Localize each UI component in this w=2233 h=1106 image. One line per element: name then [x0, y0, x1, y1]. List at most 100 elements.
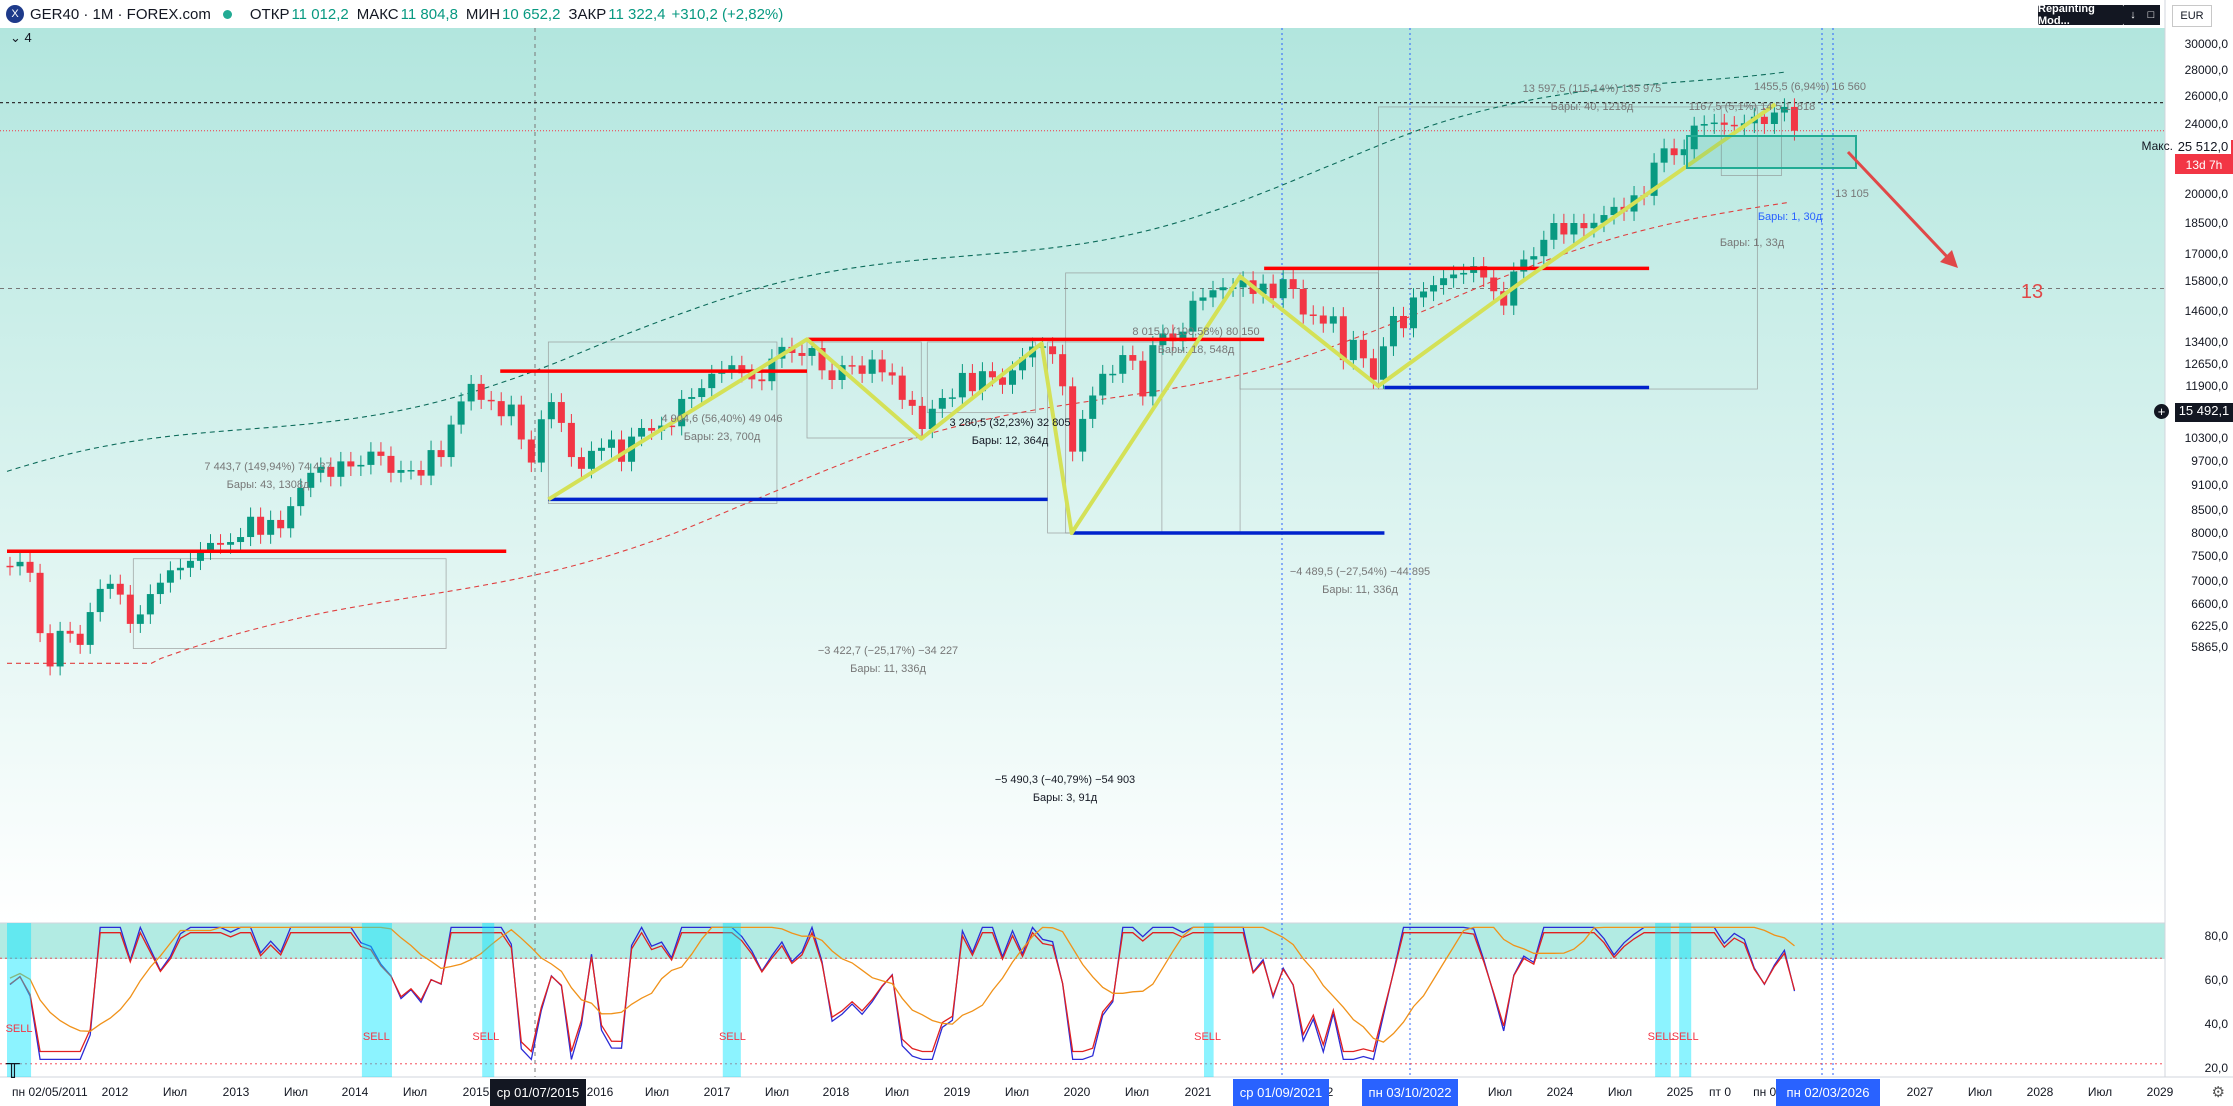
candle — [1500, 291, 1508, 306]
forecast-arrow-line — [1846, 150, 1954, 264]
price-tick-label: 28000,0 — [2185, 63, 2229, 77]
candle — [1530, 256, 1538, 260]
candle — [858, 365, 866, 374]
time-tick-label: 2024 — [1547, 1085, 1574, 1099]
candle — [176, 567, 184, 571]
candle — [1019, 357, 1027, 371]
zigzag-wave-line — [547, 102, 1777, 535]
price-tick-label: 7500,0 — [2191, 549, 2228, 563]
candle — [557, 402, 565, 423]
candle — [447, 424, 455, 458]
candle — [217, 542, 225, 545]
time-tick-label: 2014 — [342, 1085, 369, 1099]
wave-number-label: 13 — [2021, 281, 2043, 303]
candle — [337, 461, 345, 477]
candle — [918, 405, 926, 430]
open-label: ОТКР — [249, 5, 290, 23]
time-tick-label: пн 03 — [1753, 1085, 1783, 1099]
price-tick-label: 9700,0 — [2191, 454, 2228, 468]
candle — [1600, 215, 1608, 223]
candle — [86, 612, 94, 645]
oscillator-red-line — [9, 930, 1796, 1053]
candle — [417, 470, 425, 476]
candle — [487, 399, 495, 402]
candle — [928, 408, 936, 430]
candle — [207, 542, 214, 551]
moving-average-long — [6, 71, 1788, 472]
sell-signal-label: SELL — [1194, 1031, 1221, 1043]
currency-button[interactable]: EUR — [2172, 5, 2212, 27]
candle — [126, 594, 134, 624]
candle — [938, 397, 946, 409]
candles-group — [6, 98, 1798, 676]
candle — [1540, 239, 1548, 257]
candle — [1610, 206, 1618, 216]
time-tick-label: 2 — [1327, 1085, 1334, 1099]
candle — [1269, 283, 1277, 299]
candle — [317, 466, 325, 473]
add-alert-icon[interactable]: + — [2154, 404, 2169, 419]
max-label: Макс. — [2141, 139, 2173, 153]
download-icon[interactable]: ↓ — [2124, 5, 2142, 25]
candle — [888, 372, 896, 376]
price-tick-label: 5865,0 — [2191, 640, 2228, 654]
settings-gear-icon[interactable]: ⚙ — [2211, 1084, 2225, 1101]
measure-label: Бары: 18, 548д — [1158, 344, 1235, 356]
candle — [166, 570, 174, 583]
candle — [878, 359, 886, 373]
repainting-button[interactable]: Repainting Mod... — [2038, 3, 2124, 27]
candle — [237, 537, 245, 543]
symbol-logo-icon[interactable]: X — [6, 5, 24, 23]
price-tick-label: 30000,0 — [2185, 37, 2229, 51]
candle — [978, 371, 986, 392]
chart-header: X GER40 · 1M · FOREX.com ОТКР 11 012,2 МА… — [0, 0, 783, 28]
candle — [668, 425, 676, 428]
time-tick-label: Июл — [2088, 1085, 2112, 1099]
candle — [1590, 222, 1598, 229]
measure-label: 3 280,5 (32,23%) 32 805 — [949, 417, 1070, 429]
candle — [1480, 266, 1488, 278]
tradingview-logo-icon[interactable]: 𝕋 — [6, 1061, 20, 1083]
candle — [1560, 223, 1568, 235]
candle — [377, 451, 385, 456]
copy-icon[interactable]: □ — [2142, 5, 2160, 25]
sell-signal-band — [361, 923, 392, 1077]
candle — [1319, 315, 1327, 324]
candle — [46, 633, 54, 667]
candle — [1570, 223, 1578, 235]
date-tag-2022: пн 03/10/2022 — [1362, 1079, 1458, 1106]
candle — [1580, 223, 1588, 229]
candle — [748, 373, 756, 380]
candle — [1680, 149, 1688, 156]
candle — [267, 519, 275, 535]
candle — [1490, 277, 1498, 292]
sell-signal-band — [722, 923, 741, 1077]
candle — [708, 373, 716, 389]
price-tick-label: 26000,0 — [2185, 89, 2229, 103]
candle — [728, 365, 736, 371]
time-tick-label: пн 02/05/2011 — [12, 1085, 88, 1099]
sell-signal-label: SELL — [472, 1031, 499, 1043]
osc-tick-label: 60,0 — [2205, 973, 2229, 987]
low-value: 10 652,2 — [502, 5, 561, 23]
candle — [818, 348, 826, 371]
candle — [1189, 300, 1197, 332]
measure-label: 8 015,0 (100,58%) 80 150 — [1132, 326, 1259, 338]
time-tick-label: 2021 — [1185, 1085, 1212, 1099]
candle — [1179, 331, 1187, 342]
candle — [648, 427, 656, 431]
candle — [1790, 106, 1798, 131]
candle — [958, 372, 966, 398]
oscillator-overbought-zone — [0, 923, 2165, 959]
price-tick-label: 20000,0 — [2185, 187, 2229, 201]
sell-signal-label: SELL — [1672, 1031, 1699, 1043]
indicators-toggle[interactable]: ⌄ 4 — [10, 30, 32, 46]
candle — [437, 450, 445, 458]
time-tick-label: Июл — [1005, 1085, 1029, 1099]
measure-label: 1167,5 (5,1%) 14 5,1..818 — [1689, 101, 1815, 113]
sell-signal-label: SELL — [6, 1023, 33, 1035]
symbol-title[interactable]: GER40 · 1M · FOREX.com — [30, 5, 211, 23]
candle — [638, 427, 646, 437]
